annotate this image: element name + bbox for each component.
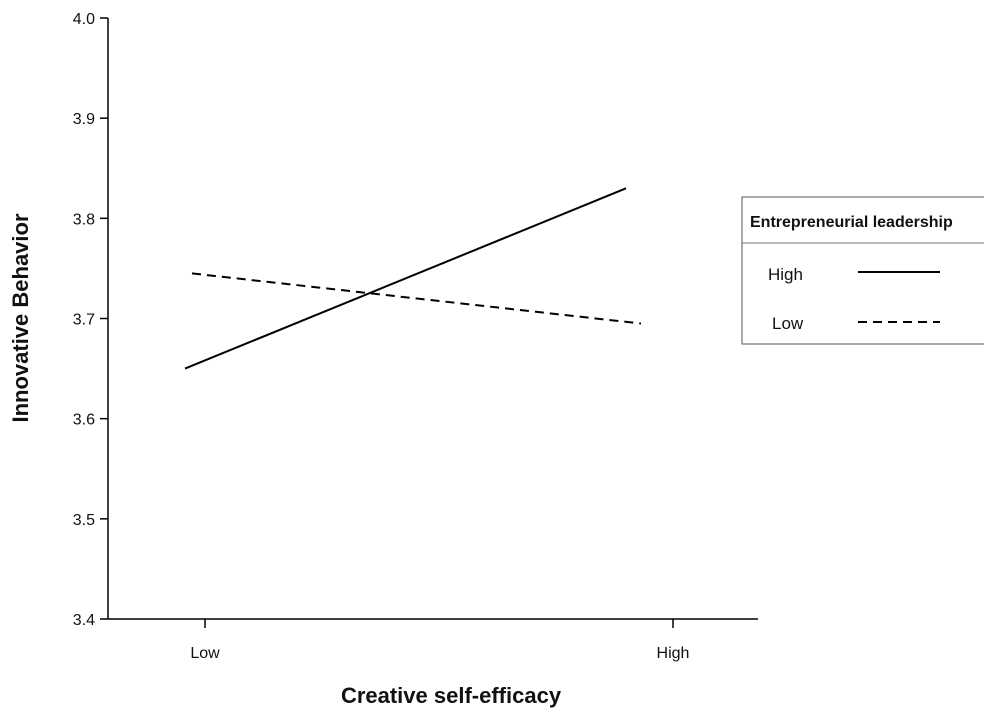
series-line-low <box>191 272 642 325</box>
legend-box <box>741 196 984 345</box>
x-tick-label: High <box>657 645 690 662</box>
x-tick-label: Low <box>190 645 220 662</box>
y-axis-title: Innovative Behavior <box>8 213 33 423</box>
series-lines <box>184 187 642 370</box>
x-axis-ticks: Low High <box>190 619 689 662</box>
y-tick-label: 3.4 <box>73 612 95 629</box>
y-tick-label: 3.9 <box>73 111 95 128</box>
legend-label-high: High <box>768 265 803 284</box>
y-axis-ticks: 3.4 3.5 3.6 3.7 3.8 3.9 4.0 <box>73 11 108 629</box>
x-axis-title: Creative self-efficacy <box>341 683 562 708</box>
y-tick-label: 3.5 <box>73 512 95 529</box>
y-tick-label: 3.6 <box>73 412 95 429</box>
y-tick-label: 3.7 <box>73 312 95 329</box>
series-line-high <box>184 187 627 370</box>
legend: Entrepreneurial leadership High Low <box>741 196 984 345</box>
y-tick-label: 4.0 <box>73 11 95 28</box>
legend-label-low: Low <box>772 314 804 333</box>
y-tick-label: 3.8 <box>73 211 95 228</box>
legend-title: Entrepreneurial leadership <box>750 214 953 231</box>
